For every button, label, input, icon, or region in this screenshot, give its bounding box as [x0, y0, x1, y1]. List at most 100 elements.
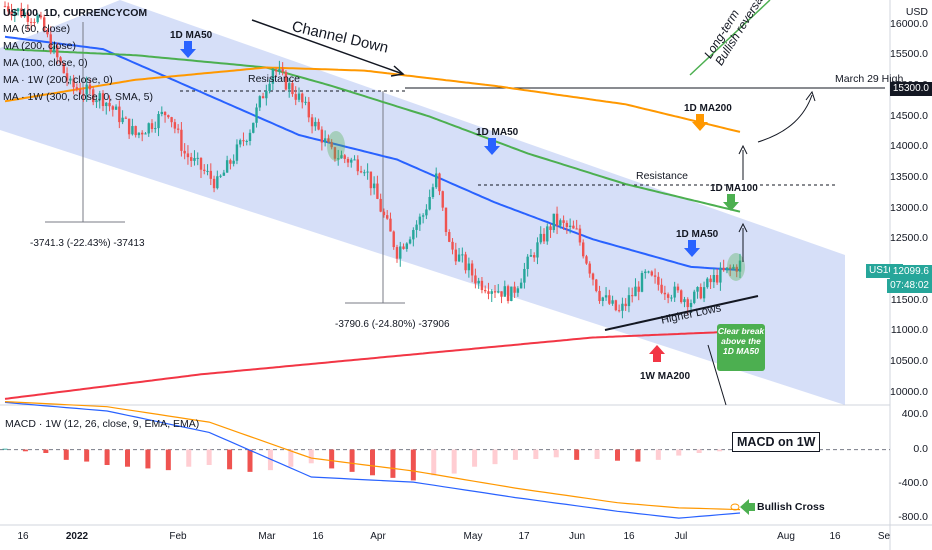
resistance-label-1: Resistance [248, 73, 300, 85]
candle-body [65, 73, 69, 81]
candle-body [245, 141, 248, 143]
candle-body [327, 138, 330, 143]
macd-tick: -400.0 [898, 476, 928, 489]
candle-body [183, 150, 186, 154]
candle-body [405, 243, 408, 249]
time-tick: Jun [568, 531, 586, 542]
price-tick: 10500.0 [890, 355, 928, 368]
candle-body [330, 142, 333, 148]
ma200-label: 1D MA200 [684, 103, 732, 114]
candle-body [418, 216, 422, 225]
candle-body [314, 121, 317, 127]
macd-histogram-bar [676, 449, 682, 456]
time-tick: 16 [623, 531, 635, 542]
candle-body [154, 128, 157, 130]
candle-body [346, 158, 350, 163]
candle-body [585, 256, 588, 264]
bullish-cross-arrow [740, 499, 755, 515]
candle-body [392, 231, 395, 248]
candle-body [33, 22, 36, 24]
candle-body [729, 267, 732, 269]
candle-body [297, 93, 301, 100]
indicator-ma100[interactable]: MA (100, close, 0) [3, 57, 88, 69]
candle-body [271, 69, 275, 84]
candle-body [337, 158, 340, 160]
macd-histogram-bar [410, 449, 416, 481]
candle-body [75, 87, 79, 90]
candle-body [190, 157, 193, 161]
macd-histogram-bar [63, 449, 69, 460]
candle-body [402, 246, 405, 249]
candle-body [526, 256, 529, 269]
candle-body [503, 286, 506, 297]
time-tick: May [463, 531, 483, 542]
ma100-arrow [723, 194, 739, 211]
candle-body [484, 290, 487, 292]
bullish-cross-marker [730, 503, 740, 511]
candle-body [644, 271, 647, 274]
candle-body [709, 278, 712, 283]
march29-label: March 29 High [835, 73, 904, 85]
candle-body [320, 129, 324, 143]
price-tick: 11000.0 [890, 324, 928, 337]
candle-body [389, 218, 392, 232]
candle-body [59, 57, 62, 64]
candle-body [421, 215, 425, 217]
projection-head-3 [805, 90, 816, 102]
candle-body [539, 233, 542, 243]
candle-body [670, 297, 673, 299]
w-ma200-line [4, 330, 741, 400]
ma50-label-1: 1D MA50 [170, 30, 213, 41]
candle-body [657, 276, 660, 285]
candle-body [516, 288, 520, 293]
candle-body [105, 102, 108, 107]
macd-histogram-bar [533, 449, 539, 459]
candle-body [493, 291, 497, 293]
candle-body [98, 93, 101, 101]
drop-label-1: -3741.3 (-22.43%) -37413 [30, 238, 145, 249]
candle-body [738, 260, 742, 272]
time-tick: Apr [370, 531, 386, 542]
macd-histogram-bar [206, 449, 212, 465]
last-price-tag: 15300.0 [889, 82, 932, 96]
candle-body [255, 107, 258, 123]
candle-body [500, 291, 503, 297]
w-ma200-label: 1W MA200 [640, 371, 691, 382]
candle-body [131, 126, 134, 135]
projection-head-2 [738, 144, 748, 155]
candle-body [62, 63, 65, 74]
candle-body [611, 300, 614, 304]
candle-body [621, 303, 624, 311]
candle-body [206, 170, 209, 172]
channel-down-band [0, 0, 845, 405]
macd-histogram-bar [145, 449, 151, 469]
indicator-w-ma200[interactable]: MA · 1W (200, close, 0) [3, 74, 113, 86]
channel-down-arrow-head [390, 65, 405, 77]
candle-body [114, 106, 118, 110]
time-tick: Se [877, 531, 891, 542]
candle-body [72, 78, 75, 88]
projection-curve [757, 94, 813, 143]
candle-body [523, 268, 526, 283]
candle-body [428, 196, 431, 210]
indicator-w-ma300[interactable]: MA · 1W (300, close, 0, SMA, 5) [3, 91, 153, 103]
candle-body [732, 266, 735, 269]
candle-body [624, 303, 627, 307]
candle-body [555, 213, 559, 226]
candle-body [203, 169, 206, 171]
candle-body [268, 83, 271, 91]
candle-body [689, 302, 693, 308]
candle-body [680, 290, 683, 303]
indicator-ma50[interactable]: MA (50, close) [3, 23, 71, 35]
candle-body [248, 132, 252, 142]
break-callout: Clear break above the 1D MA50 [717, 324, 765, 371]
candle-body [719, 267, 722, 283]
indicator-ma200[interactable]: MA (200, close) [3, 40, 76, 52]
channel-down-arrow [251, 19, 404, 75]
candle-body [284, 71, 288, 90]
candle-body [43, 17, 46, 32]
candle-body [29, 21, 33, 23]
macd-tick: 400.0 [901, 408, 928, 421]
macd-histogram-bar [615, 449, 620, 461]
